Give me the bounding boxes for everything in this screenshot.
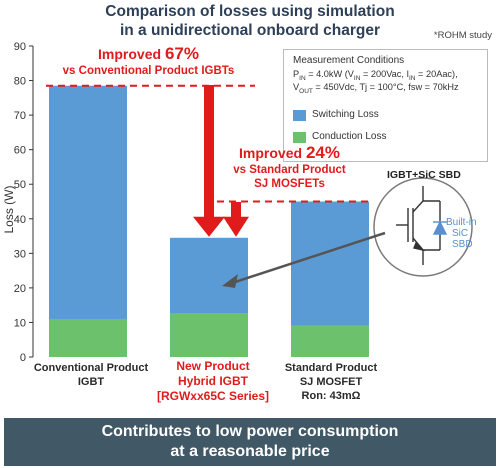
legend-switching-swatch [293,110,306,121]
y-tick-label: 20 [14,283,26,295]
bar-conduction-loss [49,318,127,357]
anno24-detail2: SJ MOSFETs [254,178,325,190]
footer-line1: Contributes to low power consumption [101,423,399,440]
y-tick-label: 10 [14,317,26,329]
y-tick-label: 90 [14,41,26,53]
y-tick-label: 70 [14,110,26,122]
cat3-line2: SJ MOSFET [299,376,363,388]
cat1-line1: Conventional Product [33,362,149,374]
builtin-l1: Built-in [446,217,477,228]
arrow-reduction-67 [193,85,225,237]
arrow-reduction-24 [223,202,249,237]
y-tick-label: 80 [14,76,26,88]
chart-title: Comparison of losses using simulation in… [0,2,500,40]
anno24-detail1: vs Standard Product [233,164,346,176]
conditions-line1: PIN = 4.0kW (VIN = 200Vac, IIN = 20Aac), [293,69,458,82]
anno24-percent: 24% [305,143,340,162]
anno24-prefix: Improved [239,145,306,161]
inset-builtin-label: Built-in SiC SBD [446,217,477,250]
bar-switching-loss [291,201,369,326]
inset-pointer-arrowhead [222,274,238,288]
inset-pointer-line [231,231,386,285]
bar-conduction-loss [291,325,369,357]
y-tick-label: 50 [14,179,26,191]
footer-banner: Contributes to low power consumption at … [4,418,496,466]
y-tick-label: 40 [14,214,26,226]
bar-conduction-loss [170,313,248,357]
cat2-line3: [RGWxx65C Series] [156,389,270,403]
annotation-improved-24: Improved 24% vs Standard Product SJ MOSF… [202,143,377,190]
legend-switching-label: Switching Loss [312,109,379,120]
category-label-conventional: Conventional Product IGBT [16,361,166,389]
cat2-line1: New Product [176,359,250,373]
source-note: *ROHM study [433,30,492,41]
legend-conduction-swatch [293,132,306,143]
y-tick-label: 0 [20,352,26,364]
bar-switching-loss [170,237,248,314]
cat2-line2: Hybrid IGBT [177,374,248,388]
cat3-line3: Ron: 43mΩ [301,390,361,402]
inset-circle [373,177,473,277]
cat3-line1: Standard Product [284,362,378,374]
anno67-percent: 67% [164,44,199,63]
loss-chart: 0 10 20 30 40 50 60 70 80 90 Loss (W) [2,41,473,364]
measurement-conditions-box: Measurement Conditions PIN = 4.0kW (VIN … [283,49,488,162]
inset-title: IGBT+SiC SBD [387,169,461,181]
chart-title-line1: Comparison of losses using simulation [105,3,395,20]
category-label-standard: Standard Product SJ MOSFET Ron: 43mΩ [256,361,406,403]
legend-conduction-label: Conduction Loss [312,131,387,142]
builtin-l3: SBD [452,239,473,250]
conditions-heading: Measurement Conditions [293,55,405,66]
chart-title-line2: in a unidirectional onboard charger [119,22,381,39]
bar-switching-loss [49,85,127,319]
conditions-line2: VOUT = 450Vdc, Tj = 100°C, fsw = 70kHz [293,82,459,95]
y-tick-label: 30 [14,248,26,260]
y-axis-label: Loss (W) [2,185,16,233]
anno67-prefix: Improved [98,46,165,62]
category-label-new-product: New Product Hybrid IGBT [RGWxx65C Series… [138,359,288,404]
footer-line2: at a reasonable price [170,443,330,460]
cat1-line2: IGBT [77,376,105,388]
igbt-symbol-icon [396,186,448,265]
anno67-detail: vs Conventional Product IGBTs [62,65,235,77]
y-tick-label: 60 [14,145,26,157]
annotation-improved-67: Improved 67% vs Conventional Product IGB… [46,44,251,77]
builtin-l2: SiC [452,228,469,239]
